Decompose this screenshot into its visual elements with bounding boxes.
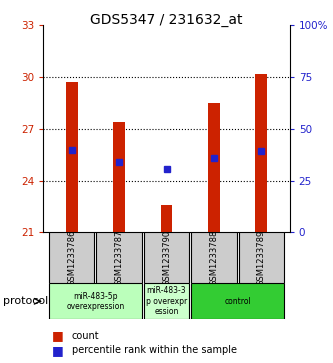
- Text: control: control: [224, 297, 251, 306]
- Bar: [144, 232, 189, 283]
- Text: protocol: protocol: [3, 296, 49, 306]
- Text: GSM1233787: GSM1233787: [115, 229, 124, 286]
- Text: miR-483-3
p overexpr
ession: miR-483-3 p overexpr ession: [146, 286, 187, 316]
- Bar: [208, 103, 220, 232]
- Text: ■: ■: [52, 329, 63, 342]
- Text: count: count: [72, 331, 99, 341]
- Bar: [238, 232, 284, 283]
- Text: percentile rank within the sample: percentile rank within the sample: [72, 345, 236, 355]
- Text: ■: ■: [52, 344, 63, 357]
- Bar: [161, 205, 172, 232]
- Bar: [255, 74, 267, 232]
- Bar: [191, 232, 237, 283]
- Bar: [96, 232, 142, 283]
- Text: miR-483-5p
overexpression: miR-483-5p overexpression: [66, 291, 125, 311]
- Bar: [66, 82, 78, 232]
- Text: GSM1233786: GSM1233786: [67, 229, 76, 286]
- Text: GSM1233788: GSM1233788: [209, 229, 218, 286]
- Text: GDS5347 / 231632_at: GDS5347 / 231632_at: [90, 13, 243, 27]
- Bar: [49, 283, 142, 319]
- Text: GSM1233789: GSM1233789: [257, 230, 266, 286]
- Bar: [191, 283, 284, 319]
- Text: GSM1233790: GSM1233790: [162, 230, 171, 286]
- Bar: [49, 232, 95, 283]
- Bar: [113, 122, 125, 232]
- Bar: [144, 283, 189, 319]
